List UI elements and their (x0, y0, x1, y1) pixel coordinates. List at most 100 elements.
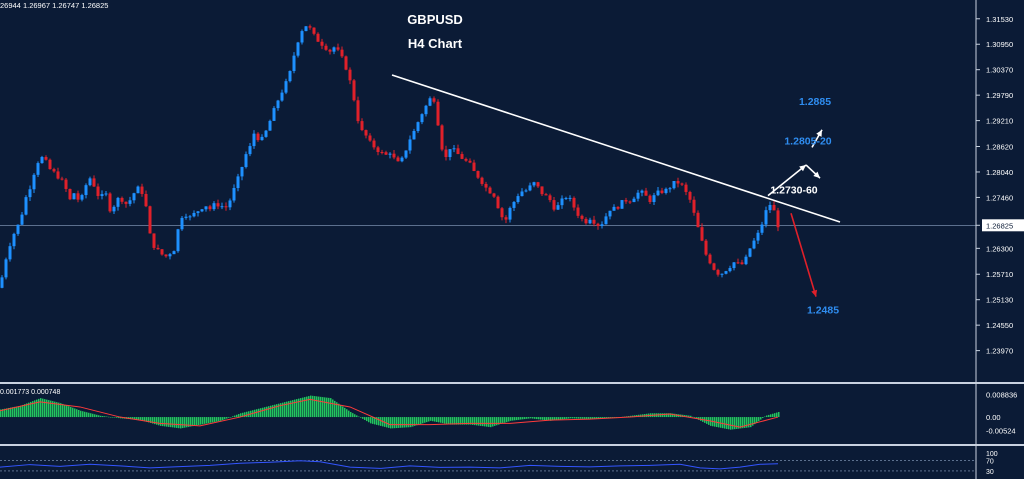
macd-histogram-bar (386, 417, 388, 428)
price-tick-label: 1.27460 (986, 193, 1013, 202)
candle-body (432, 98, 436, 102)
macd-histogram-bar (508, 417, 510, 422)
macd-histogram-bar (688, 415, 690, 418)
candle-body (532, 182, 536, 186)
macd-histogram-bar (82, 411, 84, 418)
macd-histogram-bar (68, 406, 70, 418)
macd-histogram-bar (94, 414, 96, 418)
macd-histogram-bar (32, 401, 34, 418)
candle-body (364, 130, 368, 136)
macd-histogram-bar (370, 417, 372, 424)
macd-histogram-bar (22, 404, 24, 418)
candle-body (712, 263, 716, 270)
macd-histogram-bar (420, 417, 422, 424)
candle-body (8, 246, 12, 260)
macd-histogram-bar (472, 417, 474, 425)
macd-histogram-bar (728, 417, 730, 430)
macd-histogram-bar (164, 417, 166, 427)
macd-histogram-bar (356, 415, 358, 418)
candle-body (576, 207, 580, 216)
macd-histogram-bar (264, 407, 266, 418)
arrowhead (813, 171, 820, 179)
macd-histogram-bar (212, 417, 214, 423)
macd-histogram-bar (360, 417, 362, 418)
candle-body (728, 268, 732, 272)
macd-histogram-bar (52, 401, 54, 418)
macd-histogram-bar (368, 417, 370, 423)
macd-histogram-bar (362, 417, 364, 419)
macd-histogram-bar (154, 417, 156, 425)
macd-histogram-bar (138, 417, 140, 420)
candle-body (4, 259, 8, 278)
macd-histogram-bar (290, 400, 292, 418)
macd-histogram-bar (286, 401, 288, 418)
macd-histogram-bar (312, 395, 314, 418)
macd-histogram-bar (158, 417, 160, 426)
candle-body (744, 256, 748, 265)
macd-histogram-bar (226, 417, 228, 419)
candle-body (20, 214, 24, 225)
macd-histogram-bar (366, 417, 368, 422)
macd-histogram-bar (488, 417, 490, 427)
macd-histogram-bar (216, 417, 218, 422)
macd-histogram-bar (544, 417, 546, 421)
candle-body (396, 157, 400, 162)
candle-body (176, 229, 180, 252)
macd-histogram-bar (484, 417, 486, 427)
candle-body (492, 193, 496, 197)
candle-body (384, 152, 388, 155)
price-tick-label: 1.26300 (986, 244, 1013, 253)
candle-body (696, 212, 700, 228)
candle-body (484, 183, 488, 188)
candle-body (288, 71, 292, 82)
candle-body (472, 162, 476, 172)
macd-histogram-bar (430, 417, 432, 421)
macd-histogram-bar (764, 416, 766, 418)
candle-body (596, 223, 600, 226)
candle-body (704, 240, 708, 255)
analysis-overlay: 1.2885 1.2805-20 1.2730-60 1.2485 (391, 74, 841, 316)
candle-body (600, 224, 604, 226)
candle-body (584, 218, 588, 224)
macd-histogram-bar (388, 417, 390, 428)
macd-histogram-bar (772, 413, 774, 418)
macd-histogram-bar (416, 417, 418, 426)
macd-histogram-bar (754, 417, 756, 425)
candle-body (56, 171, 60, 179)
macd-histogram-bar (454, 417, 456, 425)
macd-histogram-bar (744, 417, 746, 428)
candle-body (252, 133, 256, 147)
candle-body (404, 150, 408, 158)
macd-histogram-bar (404, 417, 406, 428)
macd-histogram-bar (358, 416, 360, 418)
macd-histogram-bar (626, 416, 628, 418)
chart-title: GBPUSD (407, 12, 463, 27)
macd-histogram-bar (516, 417, 518, 421)
macd-histogram-bar (76, 409, 78, 418)
candle-body (680, 183, 684, 185)
macd-histogram-bar (350, 412, 352, 418)
candle-body (736, 262, 740, 264)
candle-body (440, 125, 444, 150)
macd-histogram-bar (462, 417, 464, 425)
macd-histogram-bar (118, 417, 120, 419)
macd-histogram-bar (0, 409, 2, 418)
macd-histogram-bar (746, 417, 748, 428)
macd-histogram-bar (28, 402, 30, 418)
macd-signal-line (0, 398, 779, 428)
macd-histogram-bar (732, 417, 734, 430)
macd-histogram-bar (268, 406, 270, 418)
candle-body (692, 199, 696, 213)
macd-histogram-bar (468, 417, 470, 425)
macd-histogram-bar (18, 406, 20, 418)
candle-body (48, 159, 52, 170)
candle-body (152, 233, 156, 248)
macd-histogram-bar (200, 417, 202, 425)
macd-histogram-bar (720, 417, 722, 428)
candle-body (156, 247, 160, 250)
macd-histogram-bar (510, 417, 512, 421)
macd-histogram-bar (730, 417, 732, 430)
candle-body (356, 100, 360, 122)
candle-body (548, 195, 552, 201)
candle-body (44, 157, 48, 160)
